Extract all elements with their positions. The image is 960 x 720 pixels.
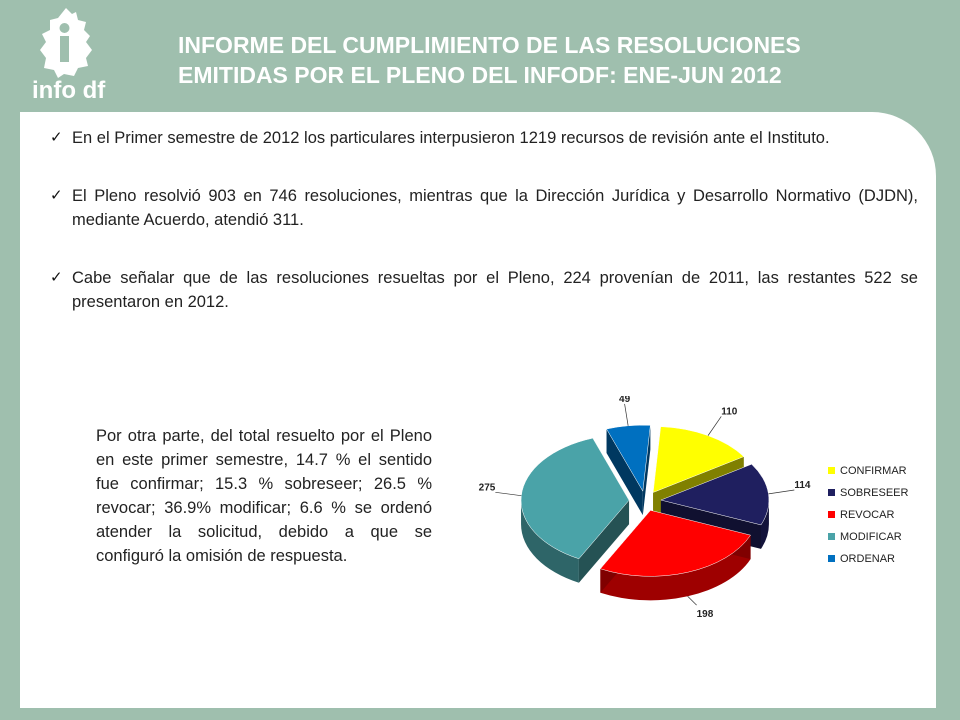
data-label-leader	[495, 491, 522, 497]
pie-slices	[520, 424, 770, 601]
page-title: INFORME DEL CUMPLIMIENTO DE LAS RESOLUCI…	[178, 30, 938, 90]
data-label-sobreseer: 114	[794, 480, 811, 491]
title-line-2: EMITIDAS POR EL PLENO DEL INFODF: ENE-JU…	[178, 62, 782, 88]
legend-swatch-sobreseer	[828, 489, 835, 496]
legend-label-revocar: REVOCAR	[840, 509, 894, 521]
pie-side-ordenar	[606, 429, 643, 516]
pie-side-modificar	[578, 500, 630, 583]
legend-label-confirmar: CONFIRMAR	[840, 465, 907, 477]
checkmark-icon: ✓	[50, 187, 63, 204]
checkmark-icon: ✓	[50, 269, 63, 286]
pie-slice-modificar	[520, 437, 630, 560]
legend-label-sobreseer: SOBRESEER	[840, 487, 909, 499]
checkmark-icon: ✓	[50, 129, 63, 146]
data-label-leader	[768, 489, 795, 495]
bullet-text: El Pleno resolvió 903 en 746 resolucione…	[72, 187, 918, 229]
data-labels: 110 114 198 275 49	[479, 396, 811, 620]
legend-swatch-modificar	[828, 533, 835, 540]
pie-slice-revocar	[599, 510, 751, 577]
pie-wall-revocar	[600, 535, 751, 601]
data-label-leader	[687, 596, 697, 606]
bullet-text: En el Primer semestre de 2012 los partic…	[72, 129, 830, 147]
bullet-text: Cabe señalar que de las resoluciones res…	[72, 269, 918, 311]
pie-wall-modificar	[521, 500, 579, 583]
bullet-item: ✓ El Pleno resolvió 903 en 746 resolucio…	[50, 184, 918, 232]
pie-side-ordenar	[642, 425, 651, 516]
infodf-logo: info df	[32, 8, 106, 104]
data-label-revocar: 198	[697, 609, 714, 620]
legend-swatch-confirmar	[828, 467, 835, 474]
svg-text:info df: info df	[32, 77, 106, 104]
content-panel	[20, 112, 936, 708]
pie-wall-sobreseer	[760, 500, 769, 549]
data-label-modificar: 275	[479, 482, 496, 493]
legend-label-ordenar: ORDENAR	[840, 553, 895, 565]
bullet-item: ✓ Cabe señalar que de las resoluciones r…	[50, 266, 918, 314]
title-line-1: INFORME DEL CUMPLIMIENTO DE LAS RESOLUCI…	[178, 32, 801, 58]
chart-legend: CONFIRMAR SOBRESEER REVOCAR MODIFICAR ORDENA…	[828, 465, 909, 565]
bullet-item: ✓ En el Primer semestre de 2012 los part…	[50, 126, 918, 150]
legend-label-modificar: MODIFICAR	[840, 531, 902, 543]
pie-chart: 110 114 198 275 49 CONFIRMAR SOBRESEER REVOCAR…	[479, 396, 909, 620]
legend-swatch-ordenar	[828, 555, 835, 562]
data-label-confirmar: 110	[721, 406, 738, 417]
summary-paragraph: Por otra parte, del total resuelto por e…	[96, 427, 432, 565]
data-label-leader	[624, 403, 629, 426]
data-label-leader	[707, 416, 722, 436]
legend-swatch-revocar	[828, 511, 835, 518]
data-label-ordenar: 49	[619, 396, 631, 405]
bullet-list: ✓ En el Primer semestre de 2012 los part…	[50, 126, 918, 314]
